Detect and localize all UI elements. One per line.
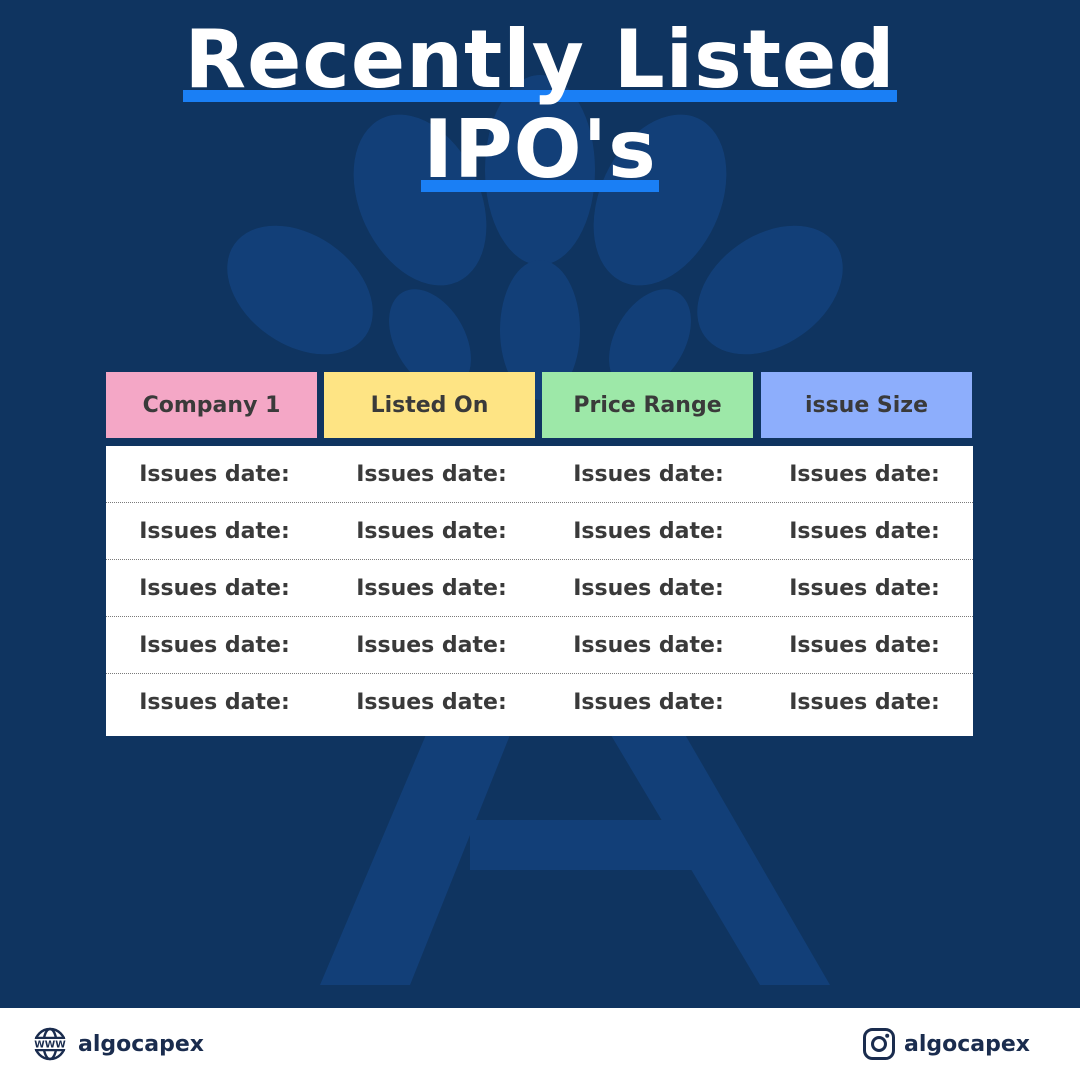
table-cell: Issues date: xyxy=(573,689,724,715)
title-text-1: Recently Listed xyxy=(184,13,896,106)
title-underline-1 xyxy=(182,90,898,102)
footer-bar: WWW algocapex algocapex xyxy=(0,1008,1080,1080)
table-cell: Issues date: xyxy=(139,689,290,715)
table-cell: Issues date: xyxy=(573,461,724,487)
table-cell: Issues date: xyxy=(356,575,507,601)
table-cell: Issues date: xyxy=(139,632,290,658)
instagram-icon xyxy=(863,1028,895,1060)
title-underline-2 xyxy=(421,180,659,192)
instagram-link[interactable]: algocapex xyxy=(862,1008,1030,1080)
table-row: Issues date: Issues date: Issues date: I… xyxy=(106,446,973,503)
title-line-2: IPO's xyxy=(421,104,659,196)
website-link[interactable]: WWW algocapex xyxy=(30,1008,204,1080)
table-cell: Issues date: xyxy=(789,518,940,544)
header-issue-size: issue Size xyxy=(761,372,972,438)
title-text-2: IPO's xyxy=(423,103,657,196)
header-price-range: Price Range xyxy=(542,372,753,438)
table-cell: Issues date: xyxy=(139,575,290,601)
table-cell: Issues date: xyxy=(573,632,724,658)
table-cell: Issues date: xyxy=(139,461,290,487)
website-label: algocapex xyxy=(78,1031,204,1057)
table-row: Issues date: Issues date: Issues date: I… xyxy=(106,503,973,560)
page-title: Recently Listed IPO's xyxy=(0,14,1080,196)
title-line-1: Recently Listed xyxy=(182,13,898,106)
table-cell: Issues date: xyxy=(356,632,507,658)
header-listed-on: Listed On xyxy=(324,372,535,438)
table-cell: Issues date: xyxy=(573,575,724,601)
www-globe-icon: WWW xyxy=(31,1027,69,1061)
table-cell: Issues date: xyxy=(789,632,940,658)
table-header-row: Company 1 Listed On Price Range issue Si… xyxy=(106,372,973,438)
table-cell: Issues date: xyxy=(789,689,940,715)
svg-text:WWW: WWW xyxy=(34,1040,66,1051)
table-cell: Issues date: xyxy=(356,461,507,487)
table-cell: Issues date: xyxy=(356,689,507,715)
table-cell: Issues date: xyxy=(139,518,290,544)
table-cell: Issues date: xyxy=(789,575,940,601)
table-row: Issues date: Issues date: Issues date: I… xyxy=(106,560,973,617)
table-row: Issues date: Issues date: Issues date: I… xyxy=(106,674,973,730)
table-cell: Issues date: xyxy=(356,518,507,544)
table-row: Issues date: Issues date: Issues date: I… xyxy=(106,617,973,674)
instagram-label: algocapex xyxy=(904,1031,1030,1057)
table-cell: Issues date: xyxy=(573,518,724,544)
table-cell: Issues date: xyxy=(789,461,940,487)
ipo-table: Issues date: Issues date: Issues date: I… xyxy=(106,446,973,736)
header-company: Company 1 xyxy=(106,372,317,438)
